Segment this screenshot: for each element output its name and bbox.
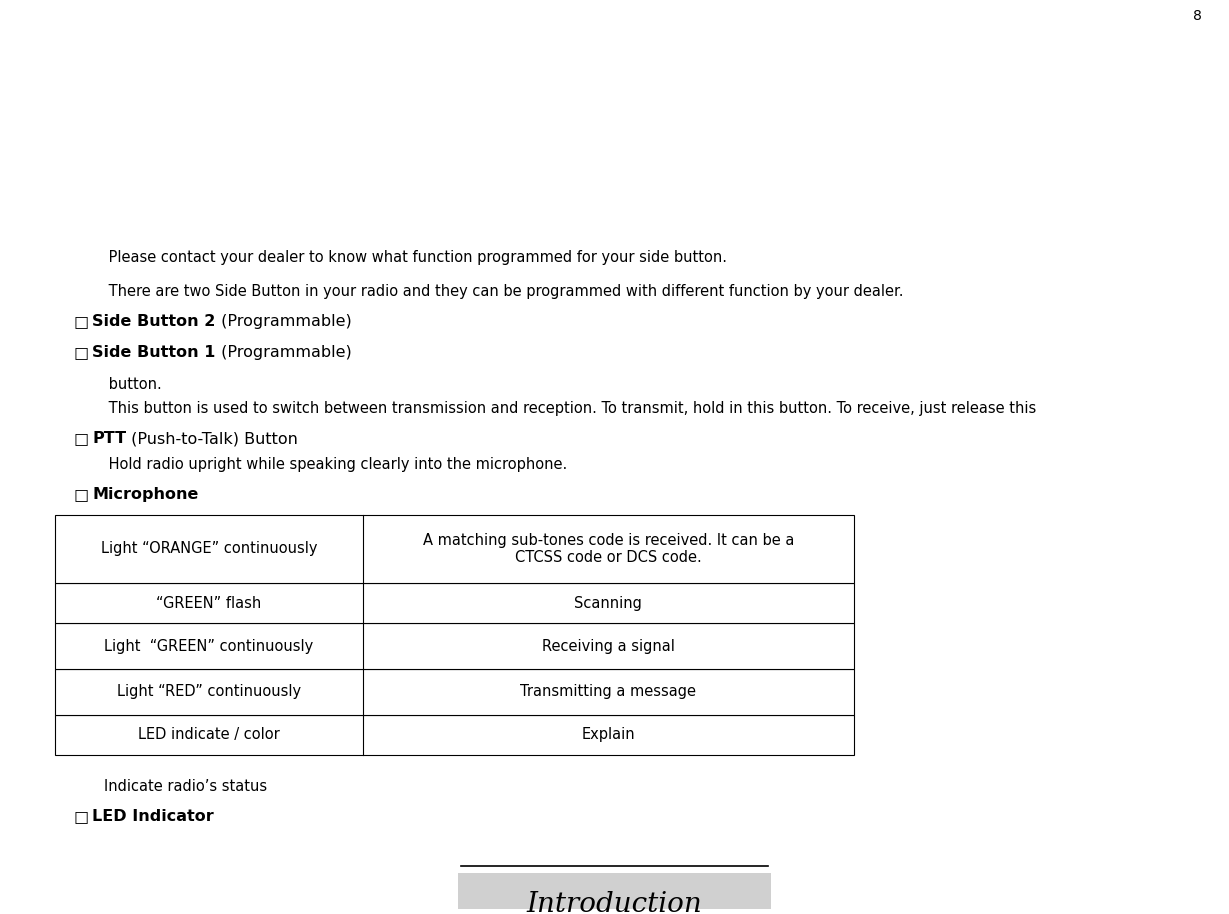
Text: Please contact your dealer to know what function programmed for your side button: Please contact your dealer to know what … <box>104 250 728 264</box>
Text: □: □ <box>74 314 88 329</box>
Text: (Programmable): (Programmable) <box>215 314 351 329</box>
Bar <box>55 715 854 755</box>
Text: LED Indicator: LED Indicator <box>92 809 214 824</box>
Text: (Programmable): (Programmable) <box>215 345 351 359</box>
Text: Indicate radio’s status: Indicate radio’s status <box>104 779 268 793</box>
Text: There are two Side Button in your radio and they can be programmed with differen: There are two Side Button in your radio … <box>104 284 905 299</box>
Text: Microphone: Microphone <box>92 487 199 502</box>
Text: (Push-to-Talk) Button: (Push-to-Talk) Button <box>127 431 299 446</box>
Text: button.: button. <box>104 377 162 392</box>
Text: This button is used to switch between transmission and reception. To transmit, h: This button is used to switch between tr… <box>104 401 1037 416</box>
Text: A matching sub-tones code is received. It can be a
CTCSS code or DCS code.: A matching sub-tones code is received. I… <box>423 533 794 565</box>
Text: Receiving a signal: Receiving a signal <box>542 639 675 654</box>
Text: Transmitting a message: Transmitting a message <box>520 685 697 699</box>
Text: □: □ <box>74 487 88 502</box>
Text: Light “ORANGE” continuously: Light “ORANGE” continuously <box>101 541 317 557</box>
Text: Light “RED” continuously: Light “RED” continuously <box>117 685 301 699</box>
Text: Side Button 1: Side Button 1 <box>92 345 215 359</box>
Text: Explain: Explain <box>581 728 635 742</box>
FancyBboxPatch shape <box>458 873 771 909</box>
Text: Light  “GREEN” continuously: Light “GREEN” continuously <box>104 639 313 654</box>
Text: □: □ <box>74 809 88 824</box>
Text: PTT: PTT <box>92 431 127 446</box>
Text: LED indicate / color: LED indicate / color <box>138 728 280 742</box>
Bar <box>55 515 854 583</box>
Text: Introduction: Introduction <box>526 891 703 914</box>
Text: □: □ <box>74 345 88 359</box>
Text: 8: 8 <box>1193 9 1202 23</box>
Bar <box>55 583 854 623</box>
Bar <box>55 623 854 669</box>
Text: □: □ <box>74 431 88 446</box>
Bar <box>55 669 854 715</box>
Text: Hold radio upright while speaking clearly into the microphone.: Hold radio upright while speaking clearl… <box>104 457 568 472</box>
Text: Scanning: Scanning <box>574 596 643 611</box>
Text: “GREEN” flash: “GREEN” flash <box>156 596 262 611</box>
Text: Side Button 2: Side Button 2 <box>92 314 215 329</box>
